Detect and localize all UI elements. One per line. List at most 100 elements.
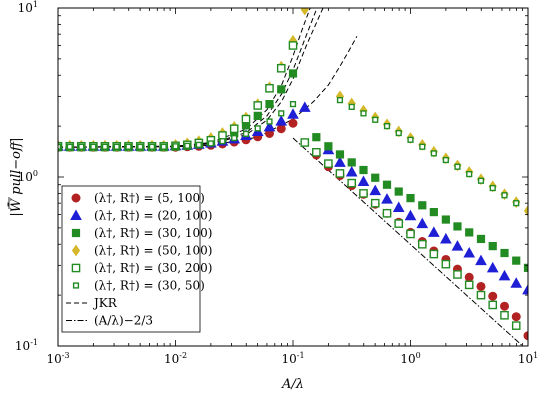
series-1-point xyxy=(345,166,358,177)
legend-marker-2 xyxy=(71,228,81,238)
series-0-point xyxy=(288,118,298,128)
series-5-point xyxy=(184,142,191,149)
series-1-point xyxy=(263,120,276,132)
series-2-point xyxy=(253,111,262,120)
series-1-point xyxy=(298,101,311,112)
series-3-point xyxy=(300,8,309,16)
series-0-point xyxy=(276,124,286,134)
series-4-point xyxy=(488,300,498,310)
series-4-point xyxy=(476,290,486,300)
series-5-point xyxy=(419,143,426,150)
legend-label-0: (λ†, R†) = (5, 100) xyxy=(94,191,205,205)
series-1-point xyxy=(440,232,452,244)
series-5-point xyxy=(172,143,179,150)
series-3-point xyxy=(523,205,528,217)
series-2-point xyxy=(523,263,528,272)
series-5-point xyxy=(407,136,414,143)
series-0-point xyxy=(476,281,486,291)
series-4-point xyxy=(265,83,274,93)
series-0-point xyxy=(488,291,498,301)
y-axis-label: |W̄ pull−off| xyxy=(8,137,24,216)
series-4-point xyxy=(300,138,310,147)
legend-label-5: (λ†, R†) = (30, 50) xyxy=(94,279,205,293)
series-1-point xyxy=(427,226,440,237)
x-tick-label: 10-2 xyxy=(164,351,187,366)
series-1-point xyxy=(275,115,288,126)
series-1-point xyxy=(498,269,511,281)
series-2-point xyxy=(312,133,321,142)
series-5-point xyxy=(125,143,132,150)
legend-label-1: (λ†, R†) = (20, 100) xyxy=(94,209,212,223)
x-axis-label: A/λ xyxy=(281,377,304,392)
x-tick-label: 10-1 xyxy=(281,351,304,366)
legend-marker-1 xyxy=(70,209,82,220)
series-0-point xyxy=(511,312,521,322)
series-5-point xyxy=(383,123,391,130)
series-2-point xyxy=(500,248,509,258)
series-1-point xyxy=(392,201,405,212)
series-5-point xyxy=(395,129,402,137)
series-5-point xyxy=(372,116,379,123)
series-4-point xyxy=(429,249,439,259)
y-tick-label: 10-1 xyxy=(15,338,38,353)
series-2-point xyxy=(453,222,462,231)
series-4-point xyxy=(370,198,380,208)
series-2-point xyxy=(265,99,274,109)
series-4-point xyxy=(241,114,251,124)
series-4-point xyxy=(417,239,427,249)
x-tick-label: 101 xyxy=(518,351,538,366)
series-2-point xyxy=(371,173,380,182)
series-0-point xyxy=(464,272,474,282)
ref-line-1-0 xyxy=(292,137,523,346)
series-4-point xyxy=(511,321,521,330)
series-5-point xyxy=(58,143,62,150)
series-2-point xyxy=(277,85,286,94)
series-2-point xyxy=(429,207,438,217)
series-4-point xyxy=(229,124,239,134)
legend-marker-5 xyxy=(72,282,80,289)
legend-label-2: (λ†, R†) = (30, 100) xyxy=(94,226,212,240)
series-5-point xyxy=(254,125,261,132)
series-5-point xyxy=(137,143,144,150)
series-5-point xyxy=(90,143,97,150)
series-1-point xyxy=(381,193,393,204)
series-5-point xyxy=(219,138,226,145)
legend-label-7: (A/λ)−2/3 xyxy=(94,314,153,328)
series-5-point xyxy=(242,130,250,137)
series-5-point xyxy=(466,171,473,178)
series-4-point xyxy=(347,178,357,188)
axes: 10-3 10-2 10-1 100 101 10-1 100 101 A/λ |W̄ pull−… xyxy=(8,0,539,392)
legend: (λ†, R†) = (5, 100) (λ†, R†) = (20, 100) (… xyxy=(61,185,212,333)
series-1-point xyxy=(404,209,417,221)
series-4-point xyxy=(324,159,333,168)
series-5-point xyxy=(454,163,461,170)
series-5-point xyxy=(501,192,508,199)
series-5-point xyxy=(360,110,367,117)
series-4-point xyxy=(464,280,474,290)
series-2-point xyxy=(324,142,333,151)
y-tick-label: 101 xyxy=(18,0,38,15)
series-4-point xyxy=(276,63,286,73)
series-5-point xyxy=(113,143,120,150)
x-tick-label: 10-3 xyxy=(46,351,69,366)
series-4-point xyxy=(335,169,345,178)
series-5-point xyxy=(101,143,109,150)
series-1-point xyxy=(334,156,346,167)
series-5-point xyxy=(336,97,344,104)
legend-marker-3 xyxy=(71,244,81,257)
series-2-point xyxy=(335,150,345,159)
series-4-point xyxy=(218,131,227,140)
series-5-point xyxy=(195,141,202,148)
series-2-point xyxy=(406,194,415,203)
series-2-point xyxy=(288,69,298,78)
legend-box xyxy=(61,185,201,333)
series-1-point xyxy=(522,283,528,295)
series-4-point xyxy=(500,310,509,320)
series-2-point xyxy=(394,187,403,196)
series-4-point xyxy=(288,41,298,50)
y-tick-label: 100 xyxy=(18,169,38,184)
series-5-point xyxy=(348,103,355,110)
series-4-point xyxy=(312,148,321,157)
series-4-point xyxy=(359,189,368,198)
series-4-point xyxy=(394,219,404,228)
